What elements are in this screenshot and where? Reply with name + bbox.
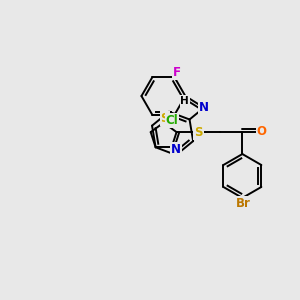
Text: Br: Br (236, 196, 251, 210)
Text: Cl: Cl (166, 114, 178, 127)
Text: S: S (160, 112, 169, 125)
Text: F: F (173, 67, 181, 80)
Text: S: S (194, 126, 203, 139)
Text: H: H (180, 96, 189, 106)
Text: N: N (171, 142, 181, 155)
Text: N: N (199, 101, 209, 114)
Text: O: O (257, 125, 267, 138)
